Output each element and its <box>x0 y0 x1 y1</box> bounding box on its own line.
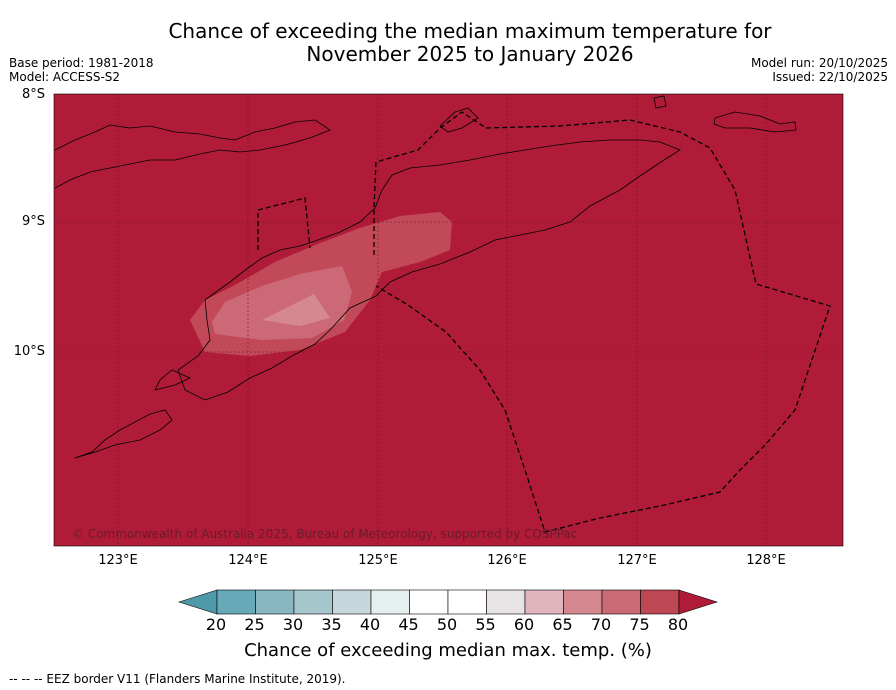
colorbar-segment <box>640 589 680 615</box>
colorbar-tick: 75 <box>629 615 650 634</box>
map-area: © Commonwealth of Australia 2025, Bureau… <box>54 94 843 546</box>
colorbar-tick: 40 <box>359 615 381 634</box>
colorbar-tick: 60 <box>513 615 535 634</box>
colorbar-segment <box>216 589 256 615</box>
probability-65-region <box>262 294 330 326</box>
base-period-text: Base period: 1981-2018 <box>9 56 154 70</box>
colorbar-label: Chance of exceeding median max. temp. (%… <box>244 640 652 661</box>
leti-islands-coastline <box>713 111 797 133</box>
title-line-1: Chance of exceeding the median maximum t… <box>168 19 772 43</box>
graticule <box>54 94 843 546</box>
colorbar-tick: 45 <box>398 615 419 634</box>
colorbar-tick: 70 <box>590 615 612 634</box>
sawu-coastline <box>74 409 173 459</box>
colorbar-tick: 30 <box>282 615 304 634</box>
lon-label-126e: 126°E <box>487 553 527 568</box>
map-title: Chance of exceeding the median maximum t… <box>130 20 810 66</box>
eez-border <box>257 111 831 533</box>
lat-label-10s: 10°S <box>13 344 45 359</box>
coastlines <box>54 95 797 459</box>
kisar-coastline <box>653 95 667 109</box>
colorbar-tick: 80 <box>667 615 689 634</box>
rote-coastline <box>154 369 191 391</box>
colorbar-segment <box>255 589 295 615</box>
lon-label-123e: 123°E <box>98 553 138 568</box>
colorbar-tick: 55 <box>475 615 496 634</box>
map-frame <box>53 93 844 547</box>
colorbar <box>178 589 718 615</box>
colorbar-over-arrow <box>678 589 718 615</box>
eez-source-footnote: -- -- -- EEZ border V11 (Flanders Marine… <box>9 672 346 686</box>
title-line-2: November 2025 to January 2026 <box>306 42 634 66</box>
alor-islands-coastline <box>54 119 331 189</box>
colorbar-segments <box>216 589 680 615</box>
meta-left: Base period: 1981-2018 Model: ACCESS-S2 <box>9 56 154 84</box>
colorbar-segment <box>332 589 372 615</box>
colorbar-under-arrow <box>178 589 218 615</box>
copyright-text: © Commonwealth of Australia 2025, Bureau… <box>72 527 577 541</box>
lon-label-128e: 128°E <box>746 553 786 568</box>
colorbar-segment <box>524 589 564 615</box>
model-run-text: Model run: 20/10/2025 <box>750 56 888 70</box>
lat-label-9s: 9°S <box>21 214 45 229</box>
lat-label-8s: 8°S <box>21 87 45 102</box>
colorbar-tick: 65 <box>552 615 573 634</box>
wetar-coastline <box>439 107 479 133</box>
colorbar-tick: 50 <box>436 615 458 634</box>
colorbar-segment <box>409 589 449 615</box>
colorbar-segment <box>370 589 410 615</box>
colorbar-segment <box>601 589 641 615</box>
colorbar-segment <box>563 589 603 615</box>
colorbar-tick: 25 <box>244 615 265 634</box>
lon-label-124e: 124°E <box>228 553 268 568</box>
colorbar-segment <box>486 589 526 615</box>
colorbar-segment <box>447 589 487 615</box>
lon-label-127e: 127°E <box>617 553 657 568</box>
probability-70-region <box>212 266 352 340</box>
meta-right: Model run: 20/10/2025 Issued: 22/10/2025 <box>751 56 888 84</box>
issued-text: Issued: 22/10/2025 <box>772 70 888 84</box>
lon-label-125e: 125°E <box>358 553 398 568</box>
colorbar-segment <box>293 589 333 615</box>
model-text: Model: ACCESS-S2 <box>9 70 121 84</box>
timor-coastline <box>177 139 681 401</box>
colorbar-tick: 20 <box>205 615 227 634</box>
map-background <box>54 94 843 546</box>
colorbar-tick: 35 <box>321 615 342 634</box>
